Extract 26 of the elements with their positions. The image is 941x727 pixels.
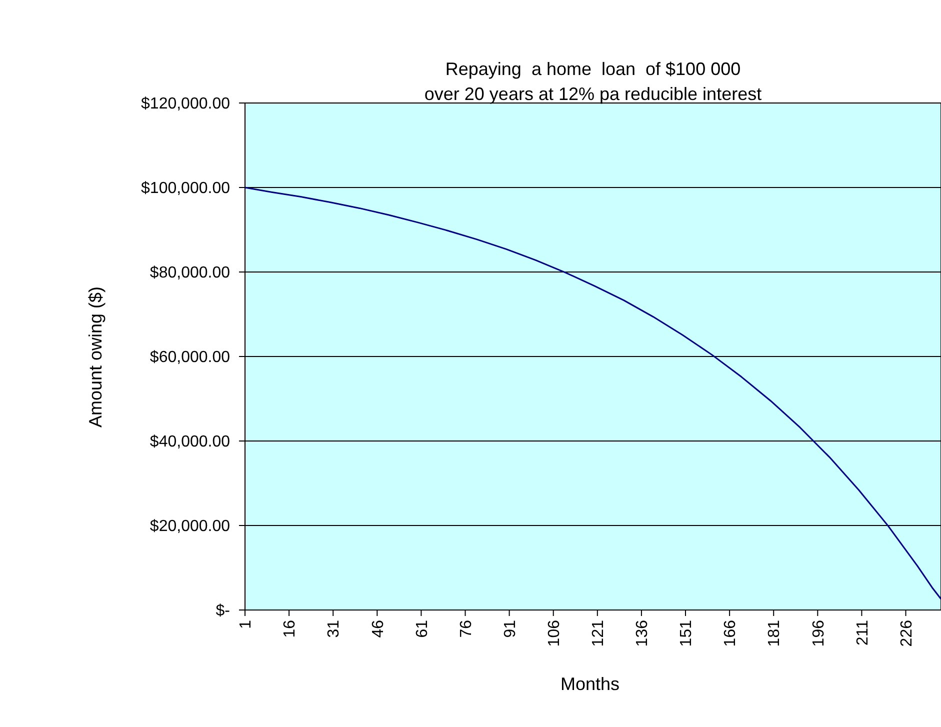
y-tick-label: $40,000.00 xyxy=(150,434,230,451)
x-tick-label: 46 xyxy=(370,620,387,638)
chart-title: Repaying a home loan of $100 000 over 20 years at 12% pa reducible interest xyxy=(424,59,762,104)
x-tick-label: 181 xyxy=(766,620,784,647)
y-axis-title: Amount owing ($) xyxy=(85,286,106,428)
x-tick-label: 151 xyxy=(678,620,696,647)
x-tick-label: 106 xyxy=(546,620,563,647)
x-tick-label: 31 xyxy=(326,620,343,638)
y-tick-label: $80,000.00 xyxy=(150,264,230,282)
y-tick-label: $60,000.00 xyxy=(150,349,230,366)
x-tick-label: 166 xyxy=(722,620,740,647)
y-tick-label: $100,000.00 xyxy=(141,180,230,198)
y-tick-label: $20,000.00 xyxy=(150,518,230,536)
x-tick-label: 16 xyxy=(282,620,299,638)
x-tick-label: 76 xyxy=(458,620,475,638)
y-tick-label: $- xyxy=(216,602,230,620)
x-tick-label: 61 xyxy=(414,620,431,638)
x-axis-title: Months xyxy=(560,674,620,694)
x-tick-label: 136 xyxy=(634,620,652,647)
x-tick-label: 91 xyxy=(502,620,519,638)
x-tick-label: 226 xyxy=(898,620,916,647)
x-tick-label: 196 xyxy=(810,620,828,647)
x-tick-label: 1 xyxy=(238,620,255,629)
x-tick-label: 121 xyxy=(590,620,608,647)
y-tick-label: $120,000.00 xyxy=(141,96,230,113)
x-tick-label: 211 xyxy=(854,620,872,646)
